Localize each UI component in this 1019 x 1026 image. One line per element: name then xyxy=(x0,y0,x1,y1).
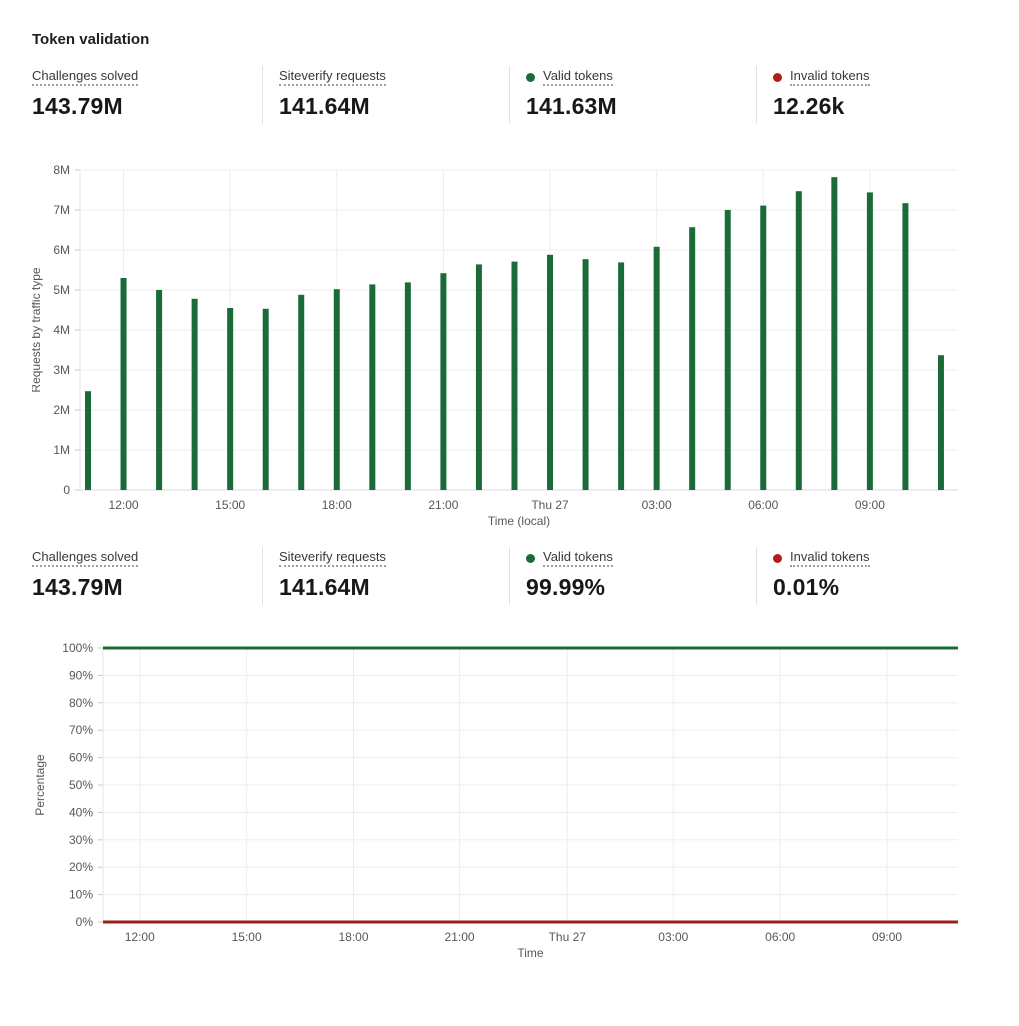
stat-value: 141.63M xyxy=(526,93,617,119)
svg-text:09:00: 09:00 xyxy=(872,930,902,944)
svg-text:100%: 100% xyxy=(62,641,93,655)
stat-value: 0.01% xyxy=(773,574,840,600)
stat-value: 141.64M xyxy=(279,93,370,119)
stat-label[interactable]: Challenges solved xyxy=(32,68,139,86)
svg-text:2M: 2M xyxy=(53,403,70,417)
stat-label[interactable]: Invalid tokens xyxy=(790,68,870,86)
svg-text:8M: 8M xyxy=(53,163,70,177)
svg-text:70%: 70% xyxy=(69,723,93,737)
requests-bar-chart: 0 1M 2M 3M 4M 5M 6M 7M 8M 12:00 15:00 18:00 21:00 Thu… xyxy=(32,163,958,528)
invalid-tokens-dot-icon xyxy=(773,72,782,82)
stat-invalid-tokens: Invalid tokens 12.26k xyxy=(756,66,987,124)
svg-text:18:00: 18:00 xyxy=(322,498,352,512)
percentage-line-chart: 0% 10% 20% 30% 40% 50% 60% 70% 80% 90% 100% 12:00 15… xyxy=(33,641,958,960)
svg-text:20%: 20% xyxy=(69,860,93,874)
svg-text:0%: 0% xyxy=(76,915,94,929)
svg-text:4M: 4M xyxy=(53,323,70,337)
svg-text:12:00: 12:00 xyxy=(109,498,139,512)
svg-text:40%: 40% xyxy=(69,805,93,819)
svg-text:50%: 50% xyxy=(69,778,93,792)
svg-text:60%: 60% xyxy=(69,751,93,765)
svg-text:0: 0 xyxy=(63,483,70,497)
stat-siteverify-requests: Siteverify requests 141.64M xyxy=(262,66,509,124)
svg-text:80%: 80% xyxy=(69,696,93,710)
svg-text:06:00: 06:00 xyxy=(748,498,778,512)
svg-text:21:00: 21:00 xyxy=(445,930,475,944)
stat-siteverify-requests: Siteverify requests 141.64M xyxy=(262,547,509,605)
svg-text:Thu 27: Thu 27 xyxy=(549,930,587,944)
stat-label[interactable]: Valid tokens xyxy=(543,68,613,86)
stat-label[interactable]: Valid tokens xyxy=(543,549,613,567)
stats-row-percentages: Challenges solved 143.79M Siteverify req… xyxy=(32,547,987,605)
svg-text:Requests by traffic type: Requests by traffic type xyxy=(32,267,43,393)
svg-text:90%: 90% xyxy=(69,668,93,682)
stat-valid-tokens: Valid tokens 141.63M xyxy=(509,66,756,124)
svg-text:1M: 1M xyxy=(53,443,70,457)
svg-text:06:00: 06:00 xyxy=(765,930,795,944)
svg-text:15:00: 15:00 xyxy=(232,930,262,944)
invalid-tokens-dot-icon xyxy=(773,553,782,563)
stat-label[interactable]: Siteverify requests xyxy=(279,549,386,567)
stat-label[interactable]: Siteverify requests xyxy=(279,68,386,86)
stat-challenges-solved: Challenges solved 143.79M xyxy=(32,66,262,124)
svg-text:7M: 7M xyxy=(53,203,70,217)
stat-value: 141.64M xyxy=(279,574,370,600)
svg-text:03:00: 03:00 xyxy=(642,498,672,512)
svg-text:30%: 30% xyxy=(69,833,93,847)
svg-text:03:00: 03:00 xyxy=(658,930,688,944)
svg-text:Thu 27: Thu 27 xyxy=(531,498,569,512)
svg-text:21:00: 21:00 xyxy=(428,498,458,512)
svg-text:10%: 10% xyxy=(69,888,93,902)
page-title: Token validation xyxy=(32,31,150,48)
svg-text:3M: 3M xyxy=(53,363,70,377)
svg-text:5M: 5M xyxy=(53,283,70,297)
stat-value: 12.26k xyxy=(773,93,845,119)
stat-value: 99.99% xyxy=(526,574,606,600)
svg-text:6M: 6M xyxy=(53,243,70,257)
stat-valid-tokens-percent: Valid tokens 99.99% xyxy=(509,547,756,605)
svg-text:Percentage: Percentage xyxy=(33,754,47,816)
stat-challenges-solved: Challenges solved 143.79M xyxy=(32,547,262,605)
stats-row-counts: Challenges solved 143.79M Siteverify req… xyxy=(32,66,987,124)
svg-text:18:00: 18:00 xyxy=(338,930,368,944)
stat-label[interactable]: Challenges solved xyxy=(32,549,139,567)
svg-text:Time (local): Time (local) xyxy=(488,514,550,528)
svg-text:Time: Time xyxy=(517,946,544,960)
svg-text:09:00: 09:00 xyxy=(855,498,885,512)
stat-invalid-tokens-percent: Invalid tokens 0.01% xyxy=(756,547,987,605)
stat-value: 143.79M xyxy=(32,93,123,119)
stat-value: 143.79M xyxy=(32,574,123,600)
svg-text:12:00: 12:00 xyxy=(125,930,155,944)
valid-tokens-dot-icon xyxy=(526,553,535,563)
svg-text:15:00: 15:00 xyxy=(215,498,245,512)
valid-tokens-dot-icon xyxy=(526,72,535,82)
stat-label[interactable]: Invalid tokens xyxy=(790,549,870,567)
